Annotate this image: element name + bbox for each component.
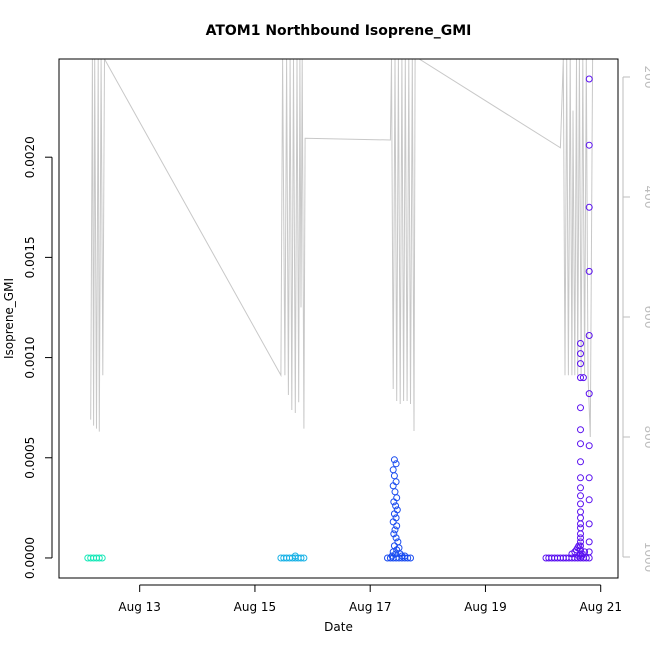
data-point bbox=[577, 484, 584, 492]
x-tick-label: Aug 21 bbox=[579, 600, 622, 614]
data-point bbox=[393, 546, 401, 554]
x-tick-label: Aug 15 bbox=[234, 600, 277, 614]
data-point bbox=[392, 502, 400, 510]
data-point bbox=[95, 554, 103, 562]
data-point bbox=[392, 534, 400, 542]
series-group bbox=[384, 456, 414, 562]
series-group bbox=[542, 75, 593, 562]
data-point bbox=[585, 267, 593, 275]
data-point bbox=[568, 550, 576, 558]
data-point bbox=[585, 75, 593, 83]
data-point bbox=[577, 492, 584, 500]
data-point bbox=[390, 510, 398, 518]
data-point bbox=[579, 374, 587, 382]
data-point bbox=[291, 552, 299, 560]
data-point bbox=[393, 522, 401, 530]
data-point bbox=[577, 534, 584, 542]
y-tick-label: 0.0000 bbox=[23, 537, 37, 579]
plot-frame bbox=[58, 58, 619, 579]
data-point bbox=[392, 550, 400, 558]
data-point bbox=[577, 538, 584, 546]
y-axis-label: Isoprene_GMI bbox=[2, 278, 16, 359]
data-point bbox=[585, 548, 593, 556]
data-point bbox=[585, 520, 593, 528]
y-tick-label: 0.0015 bbox=[23, 236, 37, 278]
data-point bbox=[577, 340, 584, 347]
data-point bbox=[582, 554, 590, 562]
data-point bbox=[391, 526, 399, 534]
data-point bbox=[389, 518, 397, 526]
y2-tick-label: 400 bbox=[642, 186, 650, 209]
data-point bbox=[390, 456, 398, 464]
data-point bbox=[300, 554, 308, 562]
series-group bbox=[84, 554, 106, 562]
data-point bbox=[585, 496, 593, 504]
axes: Aug 13 Aug 15 Aug 17 Aug 19 Aug 21 0.0000 0.00… bbox=[23, 66, 650, 614]
data-point bbox=[577, 360, 584, 368]
data-point bbox=[401, 552, 409, 560]
data-point bbox=[575, 542, 583, 550]
plot-content bbox=[84, 59, 594, 562]
y2-tick-label: 800 bbox=[642, 426, 650, 449]
data-point bbox=[575, 552, 583, 560]
y-tick-label: 0.0010 bbox=[23, 337, 37, 379]
y2-tick-label: 1000 bbox=[642, 542, 650, 573]
data-point bbox=[98, 554, 106, 562]
data-point bbox=[398, 552, 406, 560]
series-group bbox=[277, 552, 308, 562]
data-point bbox=[388, 552, 396, 560]
data-point bbox=[577, 530, 584, 538]
data-point bbox=[390, 530, 398, 538]
y-tick-label: 0.0020 bbox=[23, 136, 37, 178]
x-tick-label: Aug 17 bbox=[349, 600, 392, 614]
data-point bbox=[585, 442, 593, 450]
data-point bbox=[573, 546, 580, 554]
data-point bbox=[390, 498, 398, 506]
data-point bbox=[577, 350, 584, 358]
data-point bbox=[585, 474, 593, 482]
x-tick-label: Aug 19 bbox=[464, 600, 507, 614]
data-point bbox=[577, 440, 584, 448]
data-point bbox=[585, 390, 593, 398]
data-point bbox=[585, 538, 593, 546]
data-point bbox=[577, 374, 584, 382]
data-point bbox=[577, 458, 584, 466]
data-point bbox=[577, 500, 584, 508]
data-point bbox=[396, 550, 404, 558]
data-point bbox=[585, 203, 593, 211]
data-point bbox=[577, 474, 584, 482]
y2-tick-label: 600 bbox=[642, 306, 650, 329]
data-point bbox=[578, 552, 586, 560]
x-tick-label: Aug 13 bbox=[118, 600, 161, 614]
chart-title: ATOM1 Northbound Isoprene_GMI bbox=[206, 23, 472, 39]
gray-overlay-line bbox=[90, 59, 594, 438]
data-point bbox=[392, 460, 400, 468]
y-tick-label: 0.0005 bbox=[23, 437, 37, 479]
x-axis-label: Date bbox=[324, 620, 353, 634]
data-point bbox=[577, 426, 584, 434]
data-point bbox=[577, 404, 584, 412]
y2-tick-label: 200 bbox=[642, 66, 650, 89]
data-point bbox=[585, 332, 593, 339]
data-point bbox=[577, 520, 584, 528]
data-point bbox=[585, 141, 593, 149]
